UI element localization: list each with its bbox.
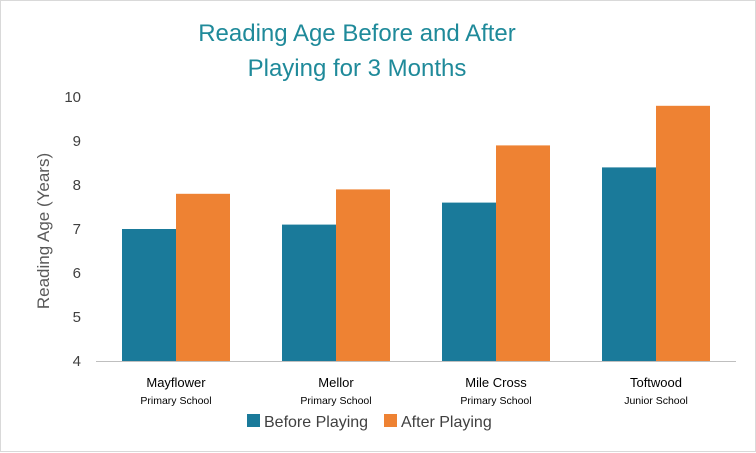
y-axis-label: Reading Age (Years) xyxy=(34,153,53,309)
y-tick-label: 10 xyxy=(64,89,81,106)
x-category-label: Mile Cross xyxy=(465,375,527,390)
chart-title-line-1: Reading Age Before and After xyxy=(198,20,516,47)
bar xyxy=(656,105,710,361)
bar xyxy=(602,167,656,361)
y-tick-label: 5 xyxy=(73,309,81,326)
y-tick-label: 6 xyxy=(73,265,81,282)
legend-label: Before Playing xyxy=(264,414,368,431)
bar xyxy=(122,229,176,361)
x-category-sublabel: Junior School xyxy=(624,395,688,407)
x-category-label: Mayflower xyxy=(146,375,206,390)
legend-swatch xyxy=(247,414,260,427)
y-tick-label: 4 xyxy=(73,353,81,370)
bar xyxy=(176,193,230,361)
x-category-label: Toftwood xyxy=(630,375,682,390)
bar xyxy=(496,145,550,361)
legend: Before Playing After Playing xyxy=(247,414,492,431)
x-category-sublabel: Primary School xyxy=(300,395,371,407)
bar xyxy=(442,202,496,361)
y-tick-label: 8 xyxy=(73,177,81,194)
y-ticks-layer: 4 5 6 7 8 9 10 xyxy=(64,89,81,370)
y-tick-label: 7 xyxy=(73,221,81,238)
legend-label: After Playing xyxy=(401,414,492,431)
x-category-sublabel: Primary School xyxy=(460,395,531,407)
legend-swatch xyxy=(384,414,397,427)
bar xyxy=(336,189,390,361)
y-tick-label: 9 xyxy=(73,133,81,150)
bar xyxy=(282,224,336,361)
x-categories-layer: Mayflower Primary School Mellor Primary Sch… xyxy=(140,375,687,407)
bars-layer xyxy=(122,105,710,361)
chart-title-line-2: Playing for 3 Months xyxy=(248,55,467,82)
x-category-sublabel: Primary School xyxy=(140,395,211,407)
x-category-label: Mellor xyxy=(318,375,354,390)
